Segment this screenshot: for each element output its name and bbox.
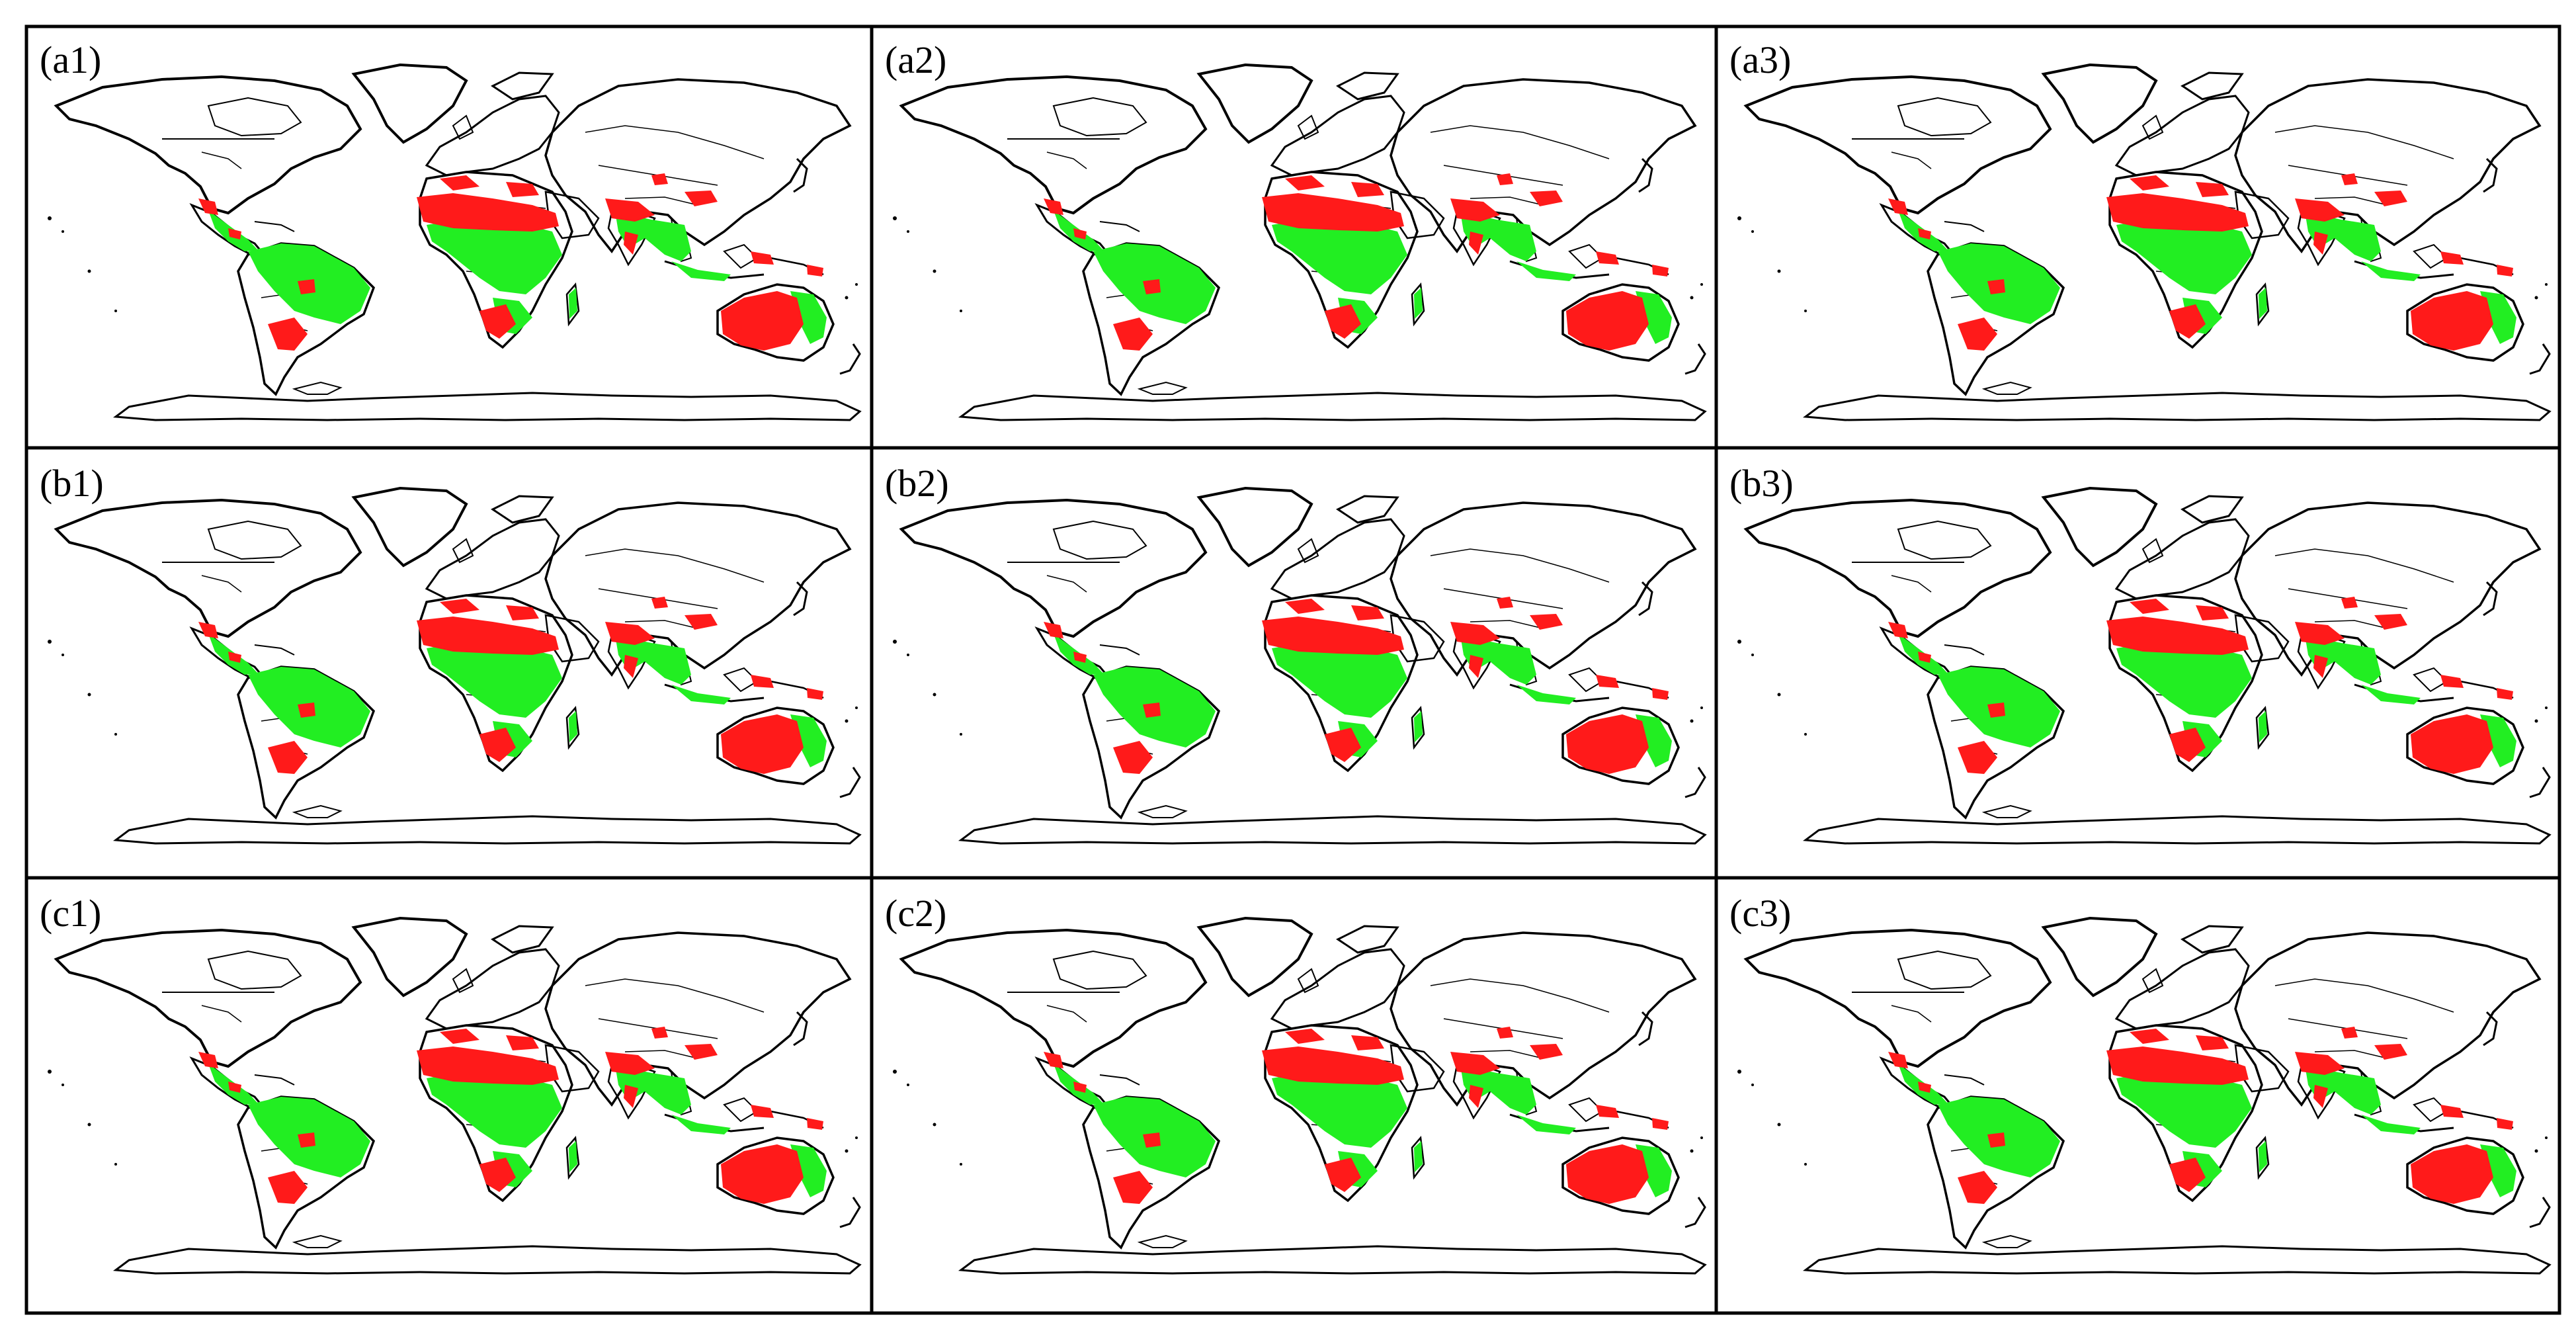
map-panel-b1: (b1)	[40, 462, 861, 845]
panel-label: (b3)	[1729, 462, 1794, 505]
panel-label: (a2)	[885, 38, 946, 81]
map-panel-a3: (a3)	[1729, 38, 2551, 421]
panel-label: (b1)	[40, 462, 104, 505]
map-panel-c1: (c1)	[40, 892, 861, 1275]
panel-label: (c1)	[40, 892, 101, 935]
panel-label: (c3)	[1729, 892, 1791, 935]
map-panel-a1: (a1)	[40, 38, 861, 421]
map-panel-b3: (b3)	[1729, 462, 2551, 845]
map-panel-b2: (b2)	[885, 462, 1706, 845]
panel-label: (a3)	[1729, 38, 1791, 81]
panel-label: (c2)	[885, 892, 946, 935]
figure-frame	[24, 24, 2561, 1315]
panel-label: (a1)	[40, 38, 101, 81]
map-panel-c3: (c3)	[1729, 892, 2551, 1275]
map-panel-a2: (a2)	[885, 38, 1706, 421]
panel-label: (b2)	[885, 462, 949, 505]
map-panel-c2: (c2)	[885, 892, 1706, 1275]
